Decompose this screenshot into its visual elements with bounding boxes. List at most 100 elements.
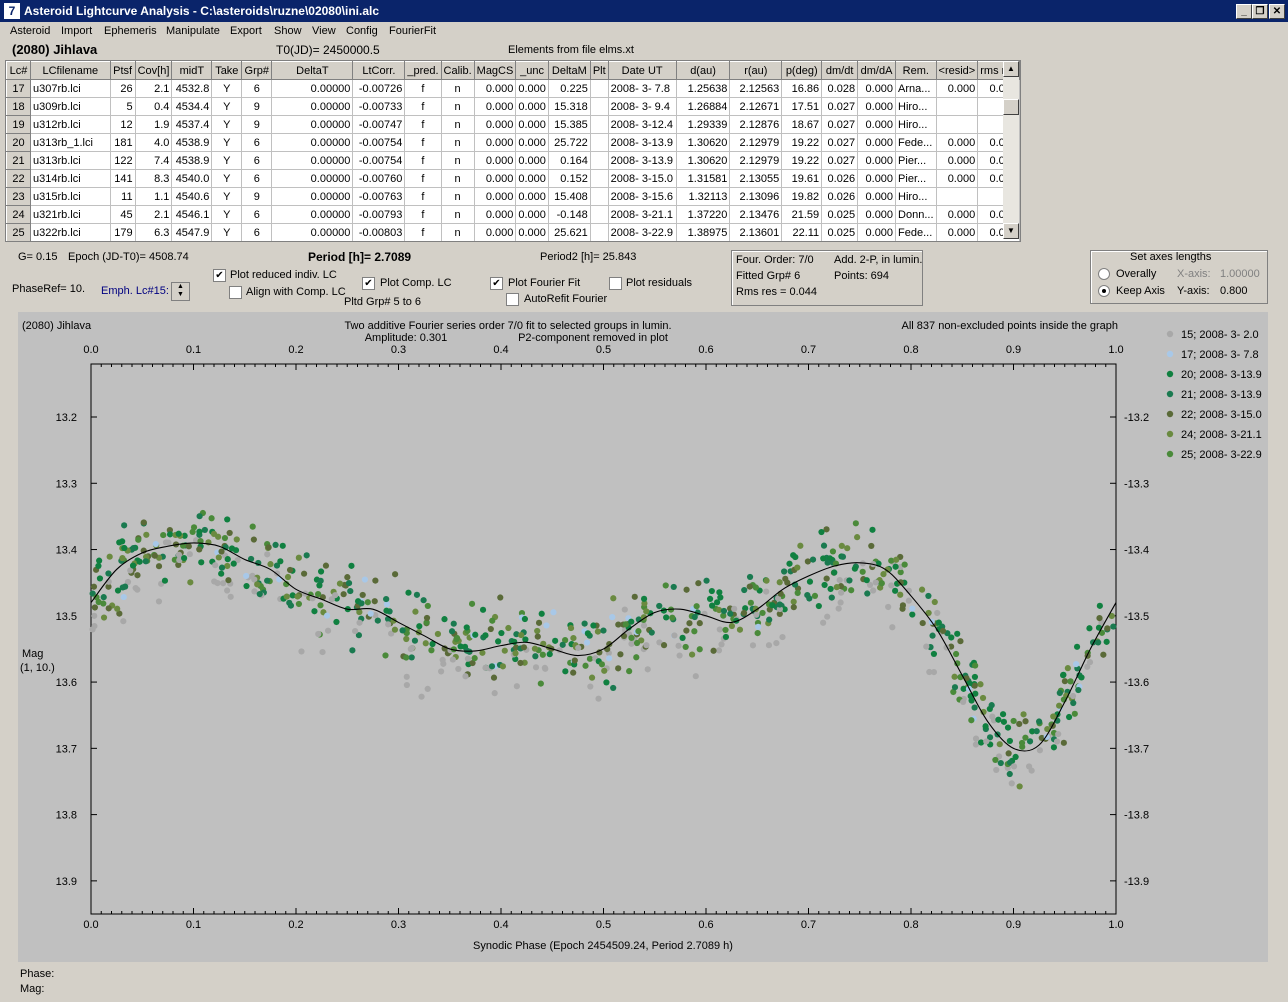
table-cell[interactable]: 0.000 [515,187,549,206]
column-header[interactable]: Ptsf [109,61,136,80]
table-cell[interactable]: 122 [109,151,136,170]
table-cell[interactable] [589,187,609,206]
menu-show[interactable]: Show [274,25,302,37]
table-cell[interactable]: Hiro... [895,97,937,116]
table-cell[interactable]: 0.00000 [271,223,354,241]
table-cell[interactable]: 2008- 3-22.9 [607,223,677,241]
table-cell[interactable]: 17.51 [781,97,823,116]
table-cell[interactable]: 5 [109,97,136,116]
table-cell[interactable]: 11 [109,187,136,206]
table-cell[interactable]: 0.000 [473,79,517,98]
table-cell[interactable]: -0.00726 [352,79,406,98]
menu-ephemeris[interactable]: Ephemeris [104,25,157,37]
menu-manipulate[interactable]: Manipulate [166,25,220,37]
table-cell[interactable]: 1.1 [134,187,173,206]
table-cell[interactable]: 2008- 3-21.1 [607,205,677,224]
row-header[interactable]: 17 [6,79,31,98]
table-cell[interactable]: Y [211,223,243,241]
table-cell[interactable]: Y [211,169,243,188]
table-cell[interactable]: 7.4 [134,151,173,170]
table-cell[interactable] [589,133,609,152]
table-cell[interactable]: 1.30620 [675,133,731,152]
table-cell[interactable]: 2008- 3-15.6 [607,187,677,206]
table-cell[interactable]: 4546.1 [171,205,213,224]
table-cell[interactable]: 9 [241,115,273,134]
table-cell[interactable]: 1.30620 [675,151,731,170]
table-cell[interactable]: u313rb_1.lci [29,133,111,152]
table-cell[interactable]: f [404,169,442,188]
spin-up-icon[interactable]: ▲ [177,283,184,290]
table-cell[interactable]: 0.000 [515,223,549,241]
table-cell[interactable]: 12 [109,115,136,134]
table-cell[interactable]: 1.37220 [675,205,731,224]
table-cell[interactable]: n [440,115,475,134]
table-row[interactable]: 22 u314rb.lci 141 8.3 4540.0 Y 6 0.00000 -0.0076… [6,169,1020,188]
table-cell[interactable]: 0.000 [857,79,897,98]
table-cell[interactable]: 4532.8 [171,79,213,98]
table-cell[interactable]: -0.00754 [352,151,406,170]
column-header[interactable]: Lc# [6,61,31,80]
column-header[interactable]: LtCorr. [352,61,406,80]
column-header[interactable]: Cov[h] [134,61,173,80]
table-cell[interactable]: 26 [109,79,136,98]
table-cell[interactable]: f [404,97,442,116]
table-cell[interactable]: 0.000 [473,223,517,241]
table-cell[interactable] [589,169,609,188]
table-cell[interactable]: 0.000 [935,223,979,241]
close-button[interactable]: ✕ [1269,4,1285,19]
column-header[interactable]: Take [211,61,243,80]
scroll-thumb[interactable] [1003,99,1019,115]
column-header[interactable]: _unc [515,61,549,80]
table-cell[interactable]: -0.00747 [352,115,406,134]
table-cell[interactable]: 4.0 [134,133,173,152]
column-header[interactable]: DeltaT [271,61,354,80]
column-header[interactable]: p(deg) [781,61,823,80]
table-cell[interactable]: 0.00000 [271,151,354,170]
scroll-up-arrow-icon[interactable]: ▲ [1003,61,1019,77]
table-cell[interactable]: 6.3 [134,223,173,241]
table-cell[interactable]: 0.027 [821,115,859,134]
plot-svg[interactable]: 0.0 0.0 0.1 0.1 0.2 0.2 0.3 0.3 0.4 0.4 0.5 0.5 0.6 0… [18,312,1268,962]
table-cell[interactable]: 1.29339 [675,115,731,134]
table-cell[interactable]: 0.026 [821,169,859,188]
table-cell[interactable]: Pier... [895,169,937,188]
table-cell[interactable]: 2.12671 [729,97,783,116]
table-cell[interactable]: 2.13476 [729,205,783,224]
table-cell[interactable]: 0.152 [547,169,591,188]
table-cell[interactable]: 0.027 [821,151,859,170]
table-cell[interactable]: 0.027 [821,133,859,152]
table-cell[interactable]: 2008- 3-13.9 [607,151,677,170]
table-cell[interactable]: 2.12979 [729,151,783,170]
table-cell[interactable]: 2.1 [134,205,173,224]
table-cell[interactable]: 0.000 [857,133,897,152]
table-cell[interactable]: 4534.4 [171,97,213,116]
table-row[interactable]: 18 u309rb.lci 5 0.4 4534.4 Y 9 0.00000 -0.00733 f… [6,97,1020,116]
table-cell[interactable]: 4537.4 [171,115,213,134]
table-cell[interactable] [935,187,979,206]
table-cell[interactable]: 2.12876 [729,115,783,134]
table-cell[interactable]: 9 [241,97,273,116]
table-cell[interactable]: 2.12979 [729,133,783,152]
table-cell[interactable]: Y [211,133,243,152]
table-cell[interactable]: 21.59 [781,205,823,224]
table-cell[interactable]: 0.000 [935,205,979,224]
table-cell[interactable]: u321rb.lci [29,205,111,224]
table-cell[interactable]: 0.000 [473,169,517,188]
table-cell[interactable]: Fede... [895,223,937,241]
table-cell[interactable] [589,205,609,224]
table-cell[interactable]: u312rb.lci [29,115,111,134]
column-header[interactable]: midT [171,61,213,80]
table-cell[interactable]: 25.722 [547,133,591,152]
table-cell[interactable]: 0.00000 [271,169,354,188]
table-cell[interactable]: 19.22 [781,151,823,170]
table-cell[interactable]: 0.000 [935,133,979,152]
table-cell[interactable]: 0.000 [857,205,897,224]
table-cell[interactable]: 4538.9 [171,133,213,152]
menu-export[interactable]: Export [230,25,262,37]
column-header[interactable]: DeltaM [547,61,591,80]
table-cell[interactable]: 0.000 [473,97,517,116]
table-cell[interactable]: -0.148 [547,205,591,224]
table-cell[interactable]: f [404,205,442,224]
table-cell[interactable]: 0.00000 [271,205,354,224]
table-cell[interactable]: 15.408 [547,187,591,206]
